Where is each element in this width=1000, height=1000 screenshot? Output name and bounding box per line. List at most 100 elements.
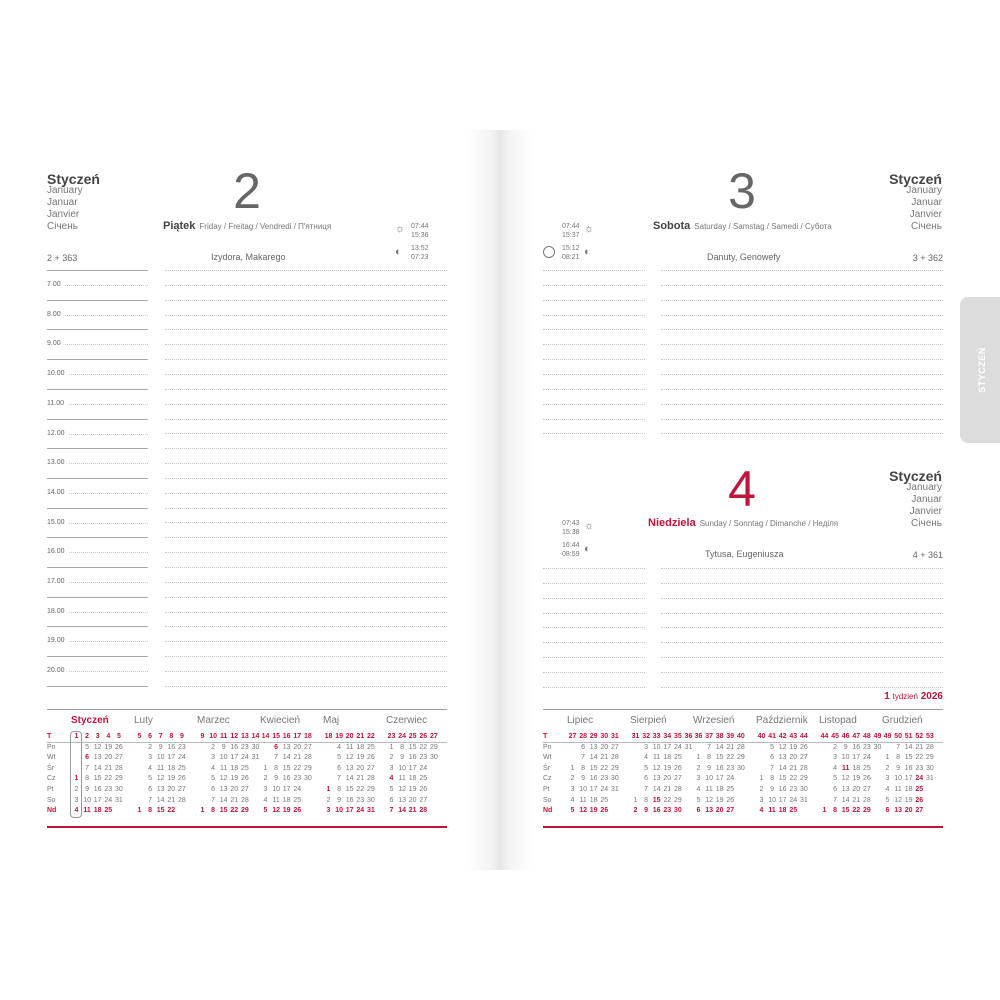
month-translations: January Januar Janvier Січень: [906, 482, 942, 530]
calendar-day: 27: [673, 775, 682, 783]
sun-icon: ☼: [584, 223, 595, 235]
half-hour-line: [47, 314, 148, 316]
calendar-day: 17: [408, 764, 417, 772]
note-line: [661, 568, 943, 569]
calendar-day: 21: [230, 796, 239, 804]
calendar-day: 10: [335, 807, 343, 815]
calendar-day: 24: [862, 754, 871, 762]
month-name: Wrzesień: [693, 715, 735, 726]
calendar-day: 5: [644, 764, 649, 772]
calendar-day: 16: [778, 786, 787, 793]
calendar-day: 25: [862, 764, 871, 772]
calendar-day: 29: [429, 743, 438, 751]
calendar-day: 1: [200, 807, 205, 815]
calendar-day: 17: [589, 786, 598, 793]
day-name-translations: Sunday / Sonntag / Dimanche / Неділя: [699, 519, 839, 528]
moonrise: 13:52: [411, 245, 429, 252]
calendar-day: 28: [303, 754, 312, 762]
calendar-day: 7: [337, 775, 342, 783]
calendar-day: 22: [789, 775, 798, 783]
calendar-day: 8: [770, 775, 775, 783]
calendar-day: 28: [177, 796, 186, 804]
week-number: 39: [726, 733, 735, 740]
calendar-day: 10: [841, 754, 850, 762]
month-tab-styczen[interactable]: STYCZEŃ: [960, 297, 1000, 443]
calendar-day: 27: [240, 786, 249, 793]
calendar-day: 9: [274, 775, 279, 783]
calendar-day: 21: [852, 796, 861, 804]
calendar-day: 4: [696, 786, 701, 793]
calendar-day: 23: [862, 743, 871, 751]
calendar-day: 9: [770, 786, 775, 793]
calendar-day: 12: [778, 743, 787, 751]
calendar-day: 13: [345, 764, 354, 772]
calendar-day: 21: [408, 807, 417, 815]
calendar-day: 25: [915, 786, 924, 793]
calendar-day: 14: [345, 775, 354, 783]
note-line: [165, 284, 447, 286]
calendar-day: 21: [600, 754, 609, 762]
calendar-day: 17: [345, 807, 354, 815]
calendar-day: 13: [652, 775, 661, 783]
calendar-day: 27: [366, 764, 375, 772]
calendar-day: 11: [398, 775, 406, 783]
note-line: [165, 537, 447, 539]
calendar-day: 4: [337, 743, 342, 751]
calendar-day: 10: [894, 775, 902, 783]
week-number: 31: [610, 733, 619, 740]
calendar-day: 1: [74, 775, 79, 783]
week-number: 43: [789, 733, 798, 740]
calendar-day: 22: [230, 807, 239, 815]
calendar-day: 21: [726, 743, 735, 751]
calendar-day: 25: [600, 796, 609, 804]
moon-times: 15:12 08:21: [562, 244, 580, 262]
calendar-day: 28: [610, 754, 619, 762]
calendar-day: 10: [219, 754, 228, 762]
hour-line: [47, 567, 148, 568]
calendar-day: 23: [726, 764, 735, 772]
calendar-day: 30: [736, 764, 745, 772]
calendar-day: 31: [684, 743, 693, 751]
calendar-day: 7: [707, 743, 712, 751]
calendar-day: 14: [398, 807, 406, 815]
calendar-day: 31: [925, 775, 934, 783]
week-number: 32: [642, 733, 650, 740]
calendar-day: 19: [852, 775, 861, 783]
sun-times: 07:44 15:37: [562, 222, 580, 240]
calendar-day: 29: [799, 775, 808, 783]
calendar-day: 16: [282, 775, 291, 783]
day-number: 2: [233, 163, 261, 219]
calendar-day: 26: [673, 764, 682, 772]
week-number: 46: [841, 733, 850, 740]
month-en: January: [47, 185, 83, 196]
note-line: [165, 596, 447, 598]
calendar-day: 2: [696, 764, 701, 772]
calendar-day: 16: [93, 786, 102, 793]
hour-line: [47, 359, 148, 361]
note-line: [661, 627, 943, 629]
calendar-day: 6: [337, 764, 342, 772]
note-line: [543, 314, 645, 316]
calendar-day: 9: [221, 743, 226, 751]
calendar-day: 23: [600, 775, 609, 783]
note-line: [543, 388, 645, 390]
calendar-day: 11: [705, 786, 713, 793]
week-number: 41: [768, 733, 776, 740]
calendar-day: 10: [398, 764, 406, 772]
month-name: Kwiecień: [260, 715, 301, 726]
calendar-day: 25: [177, 764, 186, 772]
calendar-day: 22: [104, 775, 113, 783]
note-line: [543, 612, 645, 614]
calendar-day: 17: [230, 754, 239, 762]
calendar-day: 15: [93, 775, 102, 783]
month-name: Listopad: [819, 715, 857, 726]
calendar-day: 7: [833, 796, 838, 804]
note-line: [165, 522, 447, 524]
calendar-day: 30: [610, 775, 619, 783]
hour-label: 20.00: [47, 667, 69, 675]
calendar-day: 25: [293, 796, 302, 804]
month-name: Styczeń: [71, 715, 109, 726]
calendar-day: 17: [904, 775, 913, 783]
calendar-day: 10: [768, 796, 776, 804]
day-count: 3 + 362: [912, 253, 943, 263]
